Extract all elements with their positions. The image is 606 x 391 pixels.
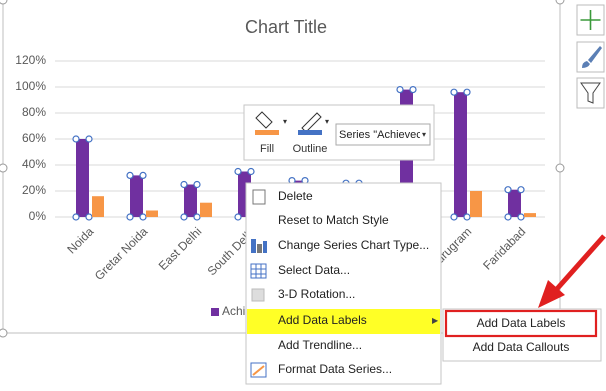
annotation-arrow	[538, 234, 606, 308]
bar-handle	[517, 186, 525, 194]
bar-handle	[463, 88, 471, 96]
highlight-box	[444, 309, 598, 338]
bar-handle	[126, 213, 134, 221]
svg-text:▶: ▶	[432, 316, 439, 325]
bar-handle	[450, 213, 458, 221]
bar-handle	[85, 135, 93, 143]
bar[interactable]	[130, 175, 143, 217]
y-tick-label: 40%	[22, 157, 46, 171]
y-tick-label: 20%	[22, 183, 46, 197]
fill-label: Fill	[260, 143, 274, 155]
bar[interactable]	[184, 184, 197, 218]
chart-styles-button[interactable]	[576, 41, 605, 73]
bar-handle	[247, 167, 255, 176]
bar-handle	[180, 213, 188, 221]
chart-handle	[0, 163, 8, 173]
svg-text:▾: ▾	[283, 117, 287, 126]
bar-handle	[126, 171, 134, 179]
bar-handle	[450, 88, 458, 96]
bar[interactable]	[200, 202, 212, 217]
y-tick-label: 0%	[29, 209, 47, 223]
legend-swatch	[211, 308, 219, 316]
bar[interactable]	[76, 139, 89, 217]
svg-text:▾: ▾	[422, 130, 426, 139]
menu-item[interactable]: Change Series Chart Type...	[278, 238, 429, 252]
bar-handle	[139, 213, 147, 221]
menu-item[interactable]: Add Data Labels	[278, 313, 367, 327]
outline-button[interactable]: ▾ Outline	[293, 112, 329, 155]
y-tick-label: 100%	[15, 79, 46, 93]
chart-title[interactable]: Chart Title	[245, 17, 327, 37]
bar[interactable]	[470, 191, 482, 217]
submenu-items: Add Data Labels Add Data Callouts	[473, 316, 570, 354]
bar[interactable]	[92, 196, 104, 217]
bar-handle	[517, 213, 525, 221]
bar-handle	[72, 213, 80, 221]
chart-elements-button[interactable]	[576, 4, 605, 36]
bar-handle	[193, 180, 201, 189]
bar[interactable]	[454, 92, 467, 217]
series-dropdown-text: Series "Achievec	[339, 129, 422, 141]
bar-handle	[139, 171, 147, 179]
bar-handle	[85, 213, 93, 221]
chart-handle	[0, 328, 8, 338]
series-dropdown[interactable]: Series "Achievec ▾	[335, 123, 431, 146]
bar[interactable]	[524, 213, 536, 217]
context-menu: ▶ Delete Reset to Match Style Change Serie…	[245, 182, 442, 385]
submenu: Add Data Labels Add Data Callouts	[442, 308, 602, 362]
submenu-item[interactable]: Add Data Labels	[477, 316, 566, 330]
bar-handle	[180, 180, 188, 189]
menu-item: 3-D Rotation...	[278, 287, 355, 301]
menu-item[interactable]: Format Data Series...	[278, 362, 392, 376]
svg-text:▾: ▾	[325, 117, 329, 126]
bar-handle	[463, 213, 471, 221]
chart-handle	[555, 163, 565, 173]
bar-handle	[396, 85, 404, 94]
y-tick-label: 60%	[22, 131, 46, 145]
outline-label: Outline	[293, 143, 328, 155]
chart-filters-button[interactable]	[576, 77, 605, 109]
bar[interactable]	[508, 189, 521, 217]
fill-button[interactable]: ▾ Fill	[255, 111, 287, 155]
bar-handle	[72, 135, 80, 143]
bar-handle	[409, 85, 417, 94]
bar-handle	[234, 167, 242, 176]
y-tick-label: 80%	[22, 105, 46, 119]
mini-toolbar: ▾ Fill ▾ Outline Series "Achievec ▾	[243, 104, 435, 161]
chart-handle	[555, 0, 565, 5]
bar-handle	[504, 186, 512, 194]
bar-handle	[193, 213, 201, 221]
chart-handle	[0, 0, 8, 5]
menu-item[interactable]: Reset to Match Style	[278, 213, 389, 227]
menu-item[interactable]: Delete	[278, 189, 313, 203]
menu-highlight	[247, 309, 440, 334]
menu-item[interactable]: Add Trendline...	[278, 338, 362, 352]
submenu-item[interactable]: Add Data Callouts	[473, 340, 570, 354]
menu-items: Delete Reset to Match Style Change Series …	[278, 189, 429, 376]
menu-item[interactable]: Select Data...	[278, 263, 350, 277]
y-tick-label: 120%	[15, 53, 46, 67]
bar-handle	[234, 213, 242, 221]
bar[interactable]	[146, 210, 158, 218]
bar-handle	[504, 213, 512, 221]
